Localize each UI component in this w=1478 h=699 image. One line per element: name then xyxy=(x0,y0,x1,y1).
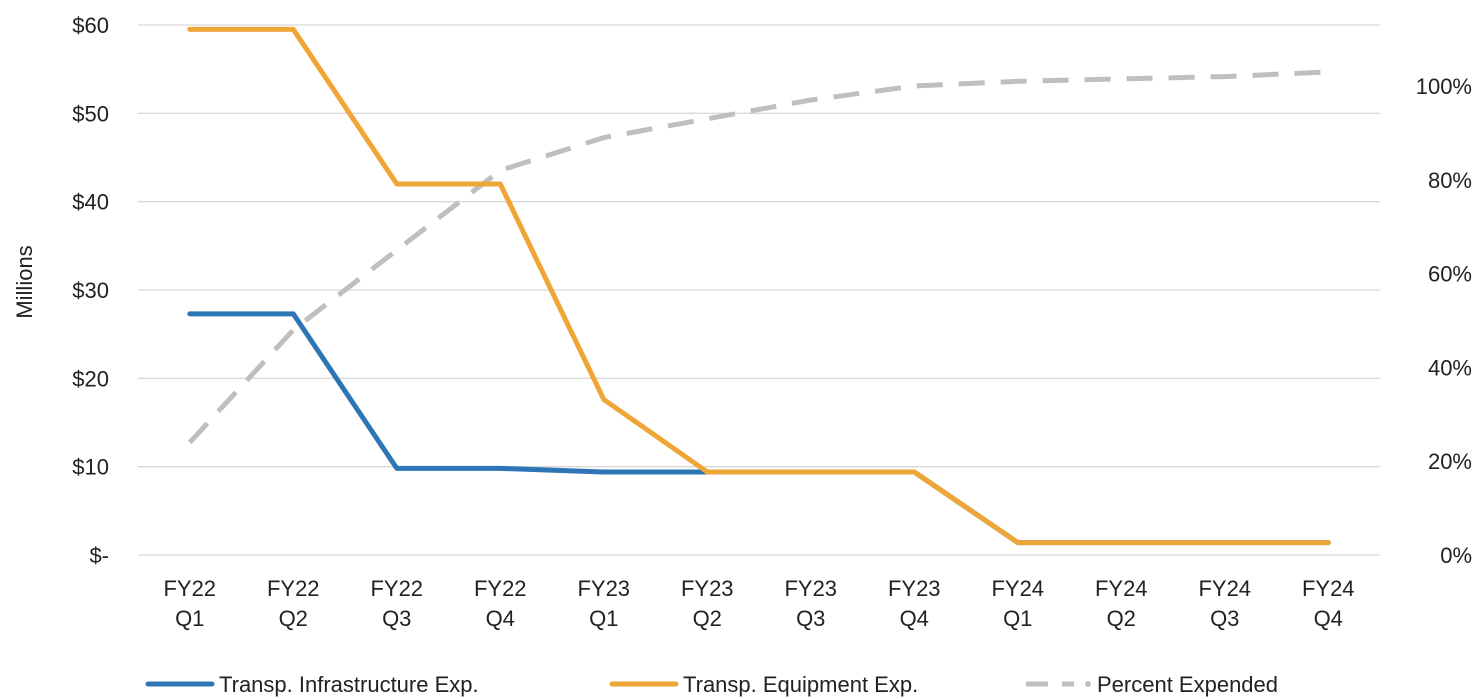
legend-label: Percent Expended xyxy=(1097,672,1278,697)
right-tick-label: 80% xyxy=(1428,168,1472,193)
series-line-3 xyxy=(187,69,1329,445)
x-tick-label: FY23 Q3 xyxy=(784,576,837,631)
legend-swatch-dot xyxy=(1085,681,1091,687)
left-tick-label: $60 xyxy=(72,13,109,38)
left-tick-label: $30 xyxy=(72,278,109,303)
series-line-1 xyxy=(187,311,1331,546)
x-tick-label: FY24 Q2 xyxy=(1095,576,1148,631)
left-tick-label: $20 xyxy=(72,366,109,391)
x-tick-label: FY23 Q2 xyxy=(681,576,734,631)
x-axis-ticks: FY22 Q1 FY22 Q2 FY22 Q3 FY22 Q4 FY23 Q1 FY23 Q2 FY23… xyxy=(163,576,1354,631)
right-tick-label: 0% xyxy=(1440,543,1472,568)
legend-label: Transp. Infrastructure Exp. xyxy=(219,672,479,697)
series-line-2 xyxy=(187,26,1331,546)
x-tick-label: FY23 Q1 xyxy=(577,576,630,631)
left-axis-ticks: $- $10 $20 $30 $40 $50 $60 xyxy=(72,13,109,568)
right-tick-label: 20% xyxy=(1428,449,1472,474)
right-axis-ticks: 0% 20% 40% 60% 80% 100% xyxy=(1416,74,1472,568)
x-tick-label: FY24 Q4 xyxy=(1302,576,1355,631)
y-axis-title: Millions xyxy=(12,245,37,318)
right-tick-label: 60% xyxy=(1428,262,1472,287)
x-tick-label: FY24 Q1 xyxy=(991,576,1044,631)
x-tick-label: FY24 Q3 xyxy=(1198,576,1251,631)
gridlines xyxy=(138,24,1380,556)
x-tick-label: FY22 Q1 xyxy=(163,576,216,631)
legend-label: Transp. Equipment Exp. xyxy=(683,672,918,697)
left-tick-label: $40 xyxy=(72,190,109,215)
right-tick-label: 100% xyxy=(1416,74,1472,99)
left-tick-label: $50 xyxy=(72,101,109,126)
x-tick-label: FY22 Q2 xyxy=(267,576,320,631)
series xyxy=(187,26,1331,546)
x-tick-label: FY22 Q4 xyxy=(474,576,527,631)
x-tick-label: FY22 Q3 xyxy=(370,576,423,631)
right-tick-label: 40% xyxy=(1428,355,1472,380)
x-tick-label: FY23 Q4 xyxy=(888,576,941,631)
left-tick-label: $- xyxy=(89,543,109,568)
legend: Transp. Infrastructure Exp. Transp. Equip… xyxy=(145,672,1278,697)
left-tick-label: $10 xyxy=(72,455,109,480)
